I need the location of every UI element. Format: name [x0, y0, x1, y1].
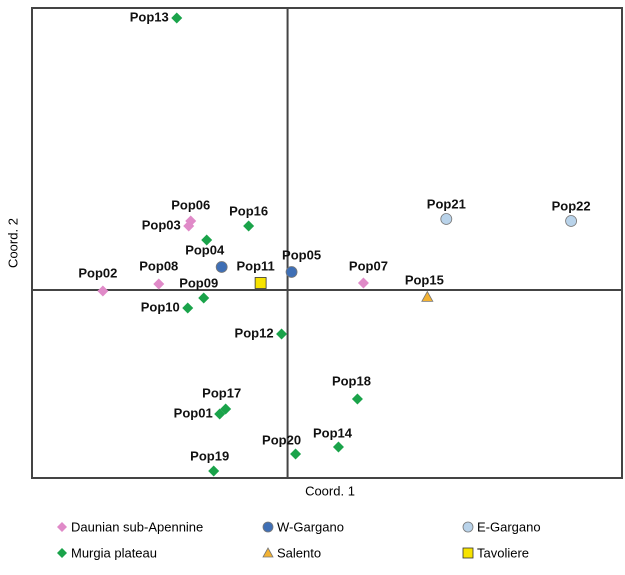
legend-marker [57, 548, 67, 558]
plot-frame [31, 7, 623, 479]
point-label: Pop17 [202, 385, 241, 400]
point [183, 220, 195, 232]
legend-marker [462, 521, 474, 533]
point-label: Pop18 [332, 373, 371, 388]
point [285, 266, 298, 278]
point [153, 278, 165, 290]
point [351, 393, 363, 405]
x-axis-title: Coord. 1 [305, 483, 355, 498]
point [290, 448, 302, 460]
point-label: Pop16 [229, 203, 268, 218]
legend-label: Salento [277, 545, 321, 560]
point-label: Pop07 [349, 258, 388, 273]
point [357, 277, 369, 289]
legend-label: W-Gargano [277, 519, 344, 534]
point-label: Pop05 [282, 247, 321, 262]
point-label: Pop14 [313, 425, 353, 440]
point [276, 328, 288, 340]
point-label: Pop11 [236, 258, 274, 273]
point-label: Pop03 [142, 217, 181, 232]
point [440, 213, 453, 225]
legend-marker [57, 522, 67, 532]
point [254, 277, 267, 289]
legend-label: Daunian sub-Apennine [71, 519, 203, 534]
y-axis-title: Coord. 2 [5, 218, 20, 268]
point-label: Pop20 [262, 432, 301, 447]
point-label: Pop04 [185, 242, 225, 257]
point-label: Pop08 [139, 258, 178, 273]
point-label: Pop22 [552, 198, 591, 213]
point [182, 302, 194, 314]
point-label: Pop10 [141, 299, 180, 314]
point-label: Pop06 [171, 197, 210, 212]
legend-label: Tavoliere [477, 545, 529, 560]
point [201, 234, 213, 246]
point [421, 290, 434, 302]
point [208, 465, 220, 477]
point [171, 12, 183, 24]
point-label: Pop13 [130, 9, 169, 24]
point-label: Pop21 [427, 196, 466, 211]
point [198, 292, 210, 304]
legend-marker [262, 547, 274, 558]
point-label: Pop02 [78, 265, 117, 280]
legend-label: E-Gargano [477, 519, 541, 534]
point [243, 220, 255, 232]
point-label: Pop19 [190, 448, 229, 463]
legend-marker [262, 521, 274, 533]
point-label: Pop09 [179, 275, 218, 290]
point [215, 261, 228, 273]
point [565, 215, 577, 227]
point-label: Pop15 [405, 272, 444, 287]
point-label: Pop12 [235, 325, 274, 340]
legend-label: Murgia plateau [71, 545, 157, 560]
point [97, 285, 109, 297]
point-label: Pop01 [174, 405, 213, 420]
point [332, 441, 344, 453]
legend-marker [462, 547, 474, 559]
point [214, 408, 226, 420]
